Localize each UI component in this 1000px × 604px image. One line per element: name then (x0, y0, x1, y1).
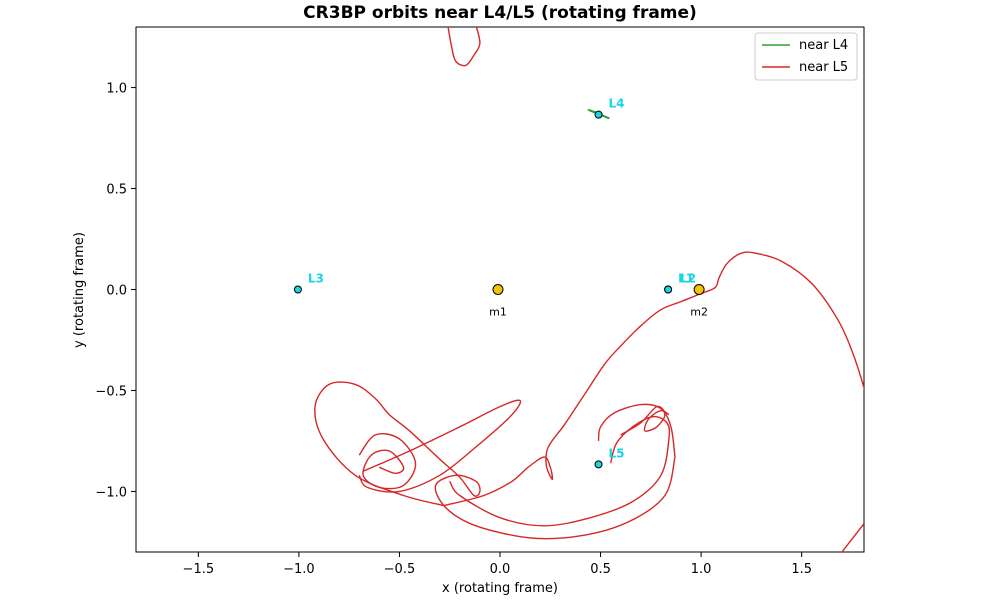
series-near-l5-loop (620, 405, 670, 436)
y-tick-label: 1.0 (106, 82, 127, 97)
body-m2-label: m2 (690, 306, 708, 319)
series-near-l5-loop (358, 399, 522, 493)
plot-content (314, 27, 864, 552)
x-axis-label: x (rotating frame) (442, 581, 558, 596)
x-tick-label: 0.5 (590, 562, 611, 577)
series-near-l4-line (587, 108, 610, 120)
series-near-l5-top-arc (447, 27, 481, 67)
y-tick-label: 0.5 (106, 183, 127, 198)
x-tick-label: −0.5 (384, 562, 416, 577)
x-tick-label: 0.0 (490, 562, 511, 577)
l4-label: L4 (609, 97, 625, 111)
l2-label: L2 (680, 272, 696, 286)
l4-marker (594, 110, 603, 119)
l2-marker (664, 285, 673, 294)
x-tick-label: −1.0 (283, 562, 315, 577)
series-near-l5-edge (841, 523, 864, 552)
l5-marker (594, 460, 603, 469)
y-tick-label: −1.0 (95, 485, 127, 500)
l1-label: L1 (678, 272, 694, 286)
l3-label: L3 (308, 272, 324, 286)
series-near-l5-line (597, 403, 676, 458)
l5-label: L5 (609, 446, 625, 460)
y-axis-label: y (rotating frame) (72, 232, 87, 348)
x-tick-label: 1.5 (791, 562, 812, 577)
legend: near L4 near L5 (754, 32, 858, 81)
x-axis: −1.5 −1.0 −0.5 0.0 0.5 1.0 1.5 (183, 552, 812, 577)
series-near-l5-loop (449, 415, 671, 527)
series-near-l5-line (314, 381, 676, 540)
body-m1-label: m1 (489, 306, 507, 319)
x-tick-label: 1.0 (691, 562, 712, 577)
x-tick-label: −1.5 (183, 562, 215, 577)
body-m2-marker (693, 284, 705, 295)
y-axis: 1.0 0.5 0.0 −0.5 −1.0 (95, 82, 136, 500)
series-near-l5-line (443, 251, 864, 507)
body-m1-marker (492, 284, 504, 295)
series-near-l5-loop (358, 433, 417, 490)
l3-marker (293, 285, 302, 294)
y-tick-label: −0.5 (95, 384, 127, 399)
chart-title: CR3BP orbits near L4/L5 (rotating frame) (303, 3, 697, 23)
legend-label-near-l5: near L5 (799, 60, 848, 75)
y-tick-label: 0.0 (106, 284, 127, 299)
legend-label-near-l4: near L4 (799, 38, 848, 53)
